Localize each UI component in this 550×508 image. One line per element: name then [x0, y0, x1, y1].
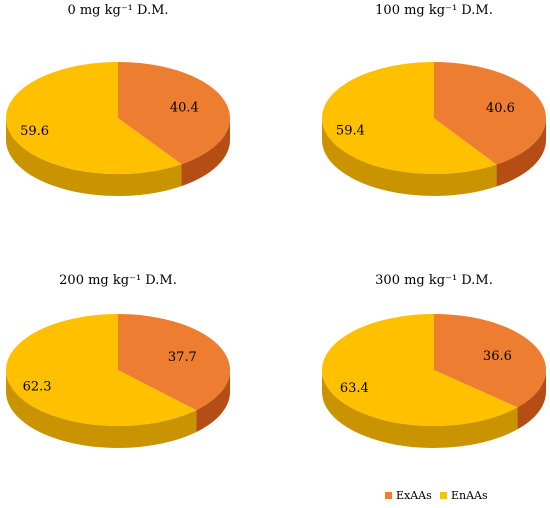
slice-enaas [322, 314, 518, 427]
legend-item-exaas: ExAAs [385, 489, 432, 502]
slice-side-enaas [321, 370, 518, 449]
slice-exaas [118, 314, 230, 411]
slice-side-enaas [322, 118, 497, 196]
legend-swatch [440, 492, 447, 499]
legend-label: ExAAs [396, 489, 432, 502]
legend-item-enaas: EnAAs [440, 489, 488, 502]
pie-chart-2: 200 mg kg⁻¹ D.M. 37.7 62.3 [5, 273, 230, 448]
slice-side-exaas [496, 118, 546, 187]
slice-enaas [5, 314, 197, 426]
data-label-enaas: 59.4 [336, 124, 365, 139]
data-label-exaas: 40.6 [486, 101, 515, 116]
pie-chart-1: 100 mg kg⁻¹ D.M. 40.6 59.4 [321, 3, 546, 196]
slice-enaas [6, 62, 182, 174]
slice-side-enaas [6, 370, 197, 448]
slice-side-enaas [6, 118, 182, 197]
slice-exaas [434, 313, 547, 408]
slice-side-exaas [517, 370, 546, 430]
data-label-enaas: 62.3 [23, 380, 52, 395]
data-label-exaas: 36.6 [483, 349, 512, 364]
pie-chart-3: 300 mg kg⁻¹ D.M. 36.6 63.4 [321, 273, 547, 449]
slice-enaas [321, 61, 497, 174]
slice-exaas [118, 62, 231, 165]
data-label-exaas: 40.4 [170, 101, 199, 116]
legend-swatch [385, 492, 392, 499]
chart-title: 0 mg kg⁻¹ D.M. [67, 3, 168, 18]
data-label-enaas: 59.6 [20, 124, 49, 139]
legend: ExAAs EnAAs [385, 489, 488, 502]
chart-title: 200 mg kg⁻¹ D.M. [59, 273, 177, 288]
data-label-enaas: 63.4 [340, 381, 369, 396]
slice-side-exaas [196, 370, 230, 433]
chart-title: 300 mg kg⁻¹ D.M. [375, 273, 493, 288]
data-label-exaas: 37.7 [168, 350, 197, 365]
slice-side-exaas [181, 118, 230, 187]
chart-title: 100 mg kg⁻¹ D.M. [375, 3, 493, 18]
legend-label: EnAAs [451, 489, 488, 502]
slice-exaas [434, 62, 546, 165]
pie-chart-0: 0 mg kg⁻¹ D.M. 40.4 59.6 [6, 3, 231, 197]
